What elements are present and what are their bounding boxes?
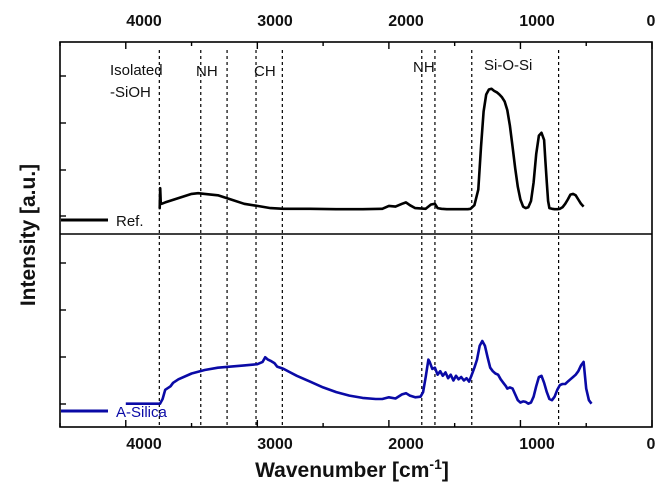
legend-label-silica: A-Silica <box>116 404 168 421</box>
annotation-nh-2: NH <box>413 59 435 76</box>
x-tick-top-label: 1000 <box>519 13 555 30</box>
x-tick-bottom-label: 3000 <box>257 436 293 453</box>
annotation-isolated: Isolated <box>110 62 163 79</box>
x-tick-top-label: 3000 <box>257 13 293 30</box>
x-tick-top-label: 0 <box>647 13 656 30</box>
series-line-ref <box>158 87 585 211</box>
x-tick-bottom-label: 1000 <box>519 436 555 453</box>
spectra <box>125 87 593 405</box>
tick-marks <box>59 42 653 427</box>
annotation-ch: CH <box>254 63 276 80</box>
legend-label-ref: Ref. <box>116 213 144 230</box>
series-line-a-silica <box>125 339 593 405</box>
x-tick-bottom-label: 4000 <box>126 436 162 453</box>
annotation-nh-1: NH <box>196 63 218 80</box>
x-tick-bottom-label: 0 <box>647 436 656 453</box>
x-axis-title: Wavenumber [cm-1] <box>255 456 449 482</box>
annotation-sioh: -SiOH <box>110 84 151 101</box>
reference-lines <box>158 50 560 427</box>
x-tick-top-label: 2000 <box>388 13 424 30</box>
y-axis-title: Intensity [a.u.] <box>17 164 40 306</box>
annotation-si-o-si: Si-O-Si <box>484 57 532 74</box>
x-tick-bottom-label: 2000 <box>388 436 424 453</box>
x-tick-top-label: 4000 <box>126 13 162 30</box>
